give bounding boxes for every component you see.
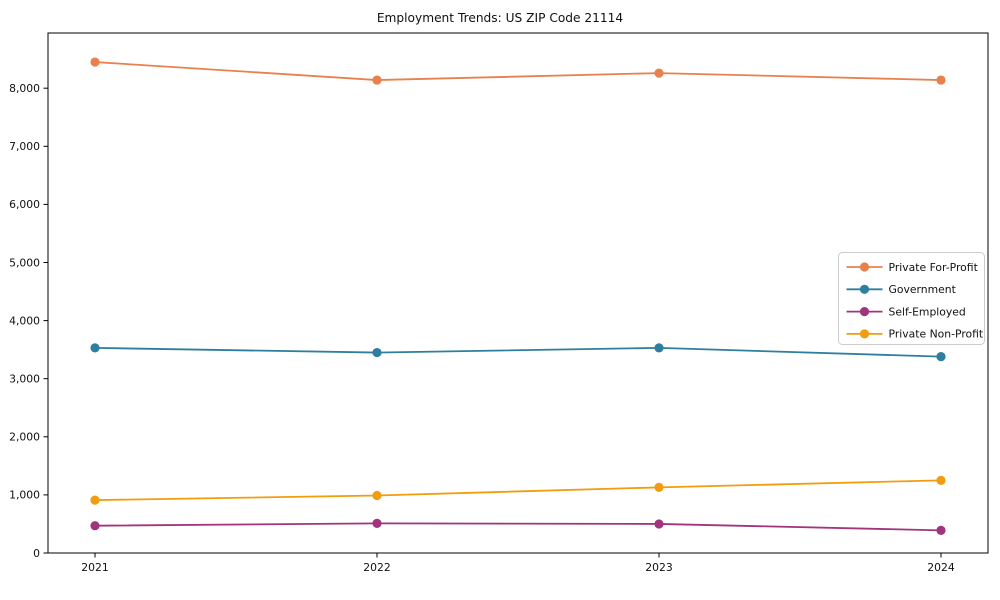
y-tick-label: 2,000 — [9, 431, 40, 444]
legend-item: Private For-Profit — [846, 261, 978, 274]
legend-label: Private For-Profit — [889, 261, 978, 274]
x-tick-label: 2024 — [927, 561, 955, 574]
series-line — [94, 347, 942, 358]
data-point-marker — [654, 482, 664, 492]
legend-marker — [859, 329, 870, 339]
data-point-marker — [90, 57, 100, 67]
y-tick-label: 7,000 — [9, 140, 40, 153]
plot-frame — [47, 32, 989, 554]
data-point-marker — [936, 75, 946, 85]
data-point-marker — [372, 490, 382, 501]
legend-item: Government — [846, 283, 956, 296]
series-line — [94, 479, 942, 502]
data-point-marker — [372, 347, 382, 358]
legend-marker — [859, 262, 870, 272]
y-tick-label: 0 — [33, 547, 40, 560]
y-tick-label: 5,000 — [9, 256, 40, 269]
legend-label: Private Non-Profit — [889, 328, 984, 341]
legend-item: Private Non-Profit — [846, 328, 984, 341]
data-point-marker — [936, 525, 946, 535]
data-point-marker — [90, 495, 100, 505]
legend-label: Government — [889, 283, 956, 296]
data-point-marker — [654, 343, 664, 353]
y-tick-label: 4,000 — [9, 314, 40, 327]
data-point-marker — [654, 519, 664, 529]
legend-box — [838, 252, 985, 345]
legend: Private For-Profit Government Self-Employe… — [838, 252, 985, 345]
x-tick-label: 2021 — [81, 561, 108, 574]
y-tick-label: 6,000 — [9, 198, 40, 211]
legend-marker — [859, 307, 870, 317]
data-point-marker — [372, 75, 382, 85]
data-point-marker — [654, 68, 664, 78]
y-tick-label: 1,000 — [9, 489, 40, 502]
chart-title: Employment Trends: US ZIP Code 21114 — [376, 11, 624, 25]
series-line — [94, 522, 942, 532]
y-tick-label: 8,000 — [9, 82, 40, 95]
data-point-marker — [372, 518, 382, 528]
x-tick-label: 2022 — [363, 561, 390, 574]
data-point-marker — [90, 521, 100, 531]
data-point-marker — [936, 475, 946, 485]
x-tick-label: 2023 — [645, 561, 672, 574]
data-point-marker — [936, 352, 946, 362]
legend-item: Self-Employed — [846, 305, 966, 318]
legend-marker — [859, 284, 870, 294]
data-point-marker — [90, 343, 100, 353]
series-line — [94, 61, 942, 81]
legend-label: Self-Employed — [889, 305, 966, 318]
y-tick-label: 3,000 — [9, 372, 40, 385]
